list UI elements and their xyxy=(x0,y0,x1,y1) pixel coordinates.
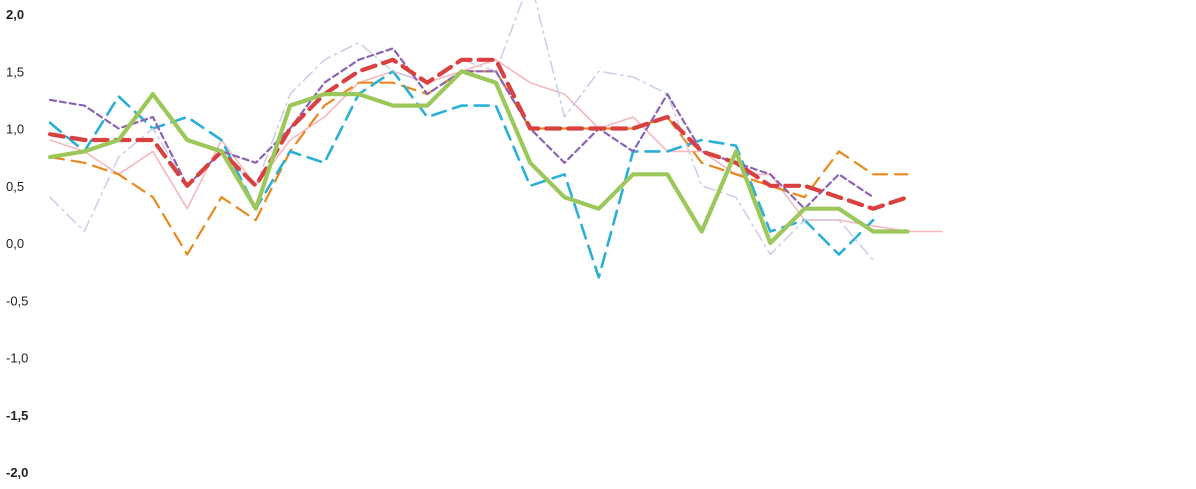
series-line-7 xyxy=(47,69,910,246)
series-line-3 xyxy=(48,70,875,279)
plot-area xyxy=(47,0,943,279)
series-line-4 xyxy=(49,0,875,262)
y-tick-label: -1,0 xyxy=(6,351,28,366)
series-line-1 xyxy=(49,58,943,233)
y-tick-label: -0,5 xyxy=(6,293,28,308)
y-tick-label: 0,5 xyxy=(6,179,24,194)
y-axis-tick-labels: 2,0 1,5 1,0 0,5 0,0 -0,5 -1,0 -1,5 -2,0 xyxy=(6,7,28,480)
y-tick-label: 1,5 xyxy=(6,64,24,79)
y-tick-label: -1,5 xyxy=(6,408,28,423)
y-tick-label: 1,0 xyxy=(6,122,24,137)
series-line-2 xyxy=(48,70,909,256)
series-line-6 xyxy=(47,57,910,211)
y-tick-label: 2,0 xyxy=(6,7,24,22)
y-tick-label: -2,0 xyxy=(6,465,28,480)
y-tick-label: 0,0 xyxy=(6,236,24,251)
